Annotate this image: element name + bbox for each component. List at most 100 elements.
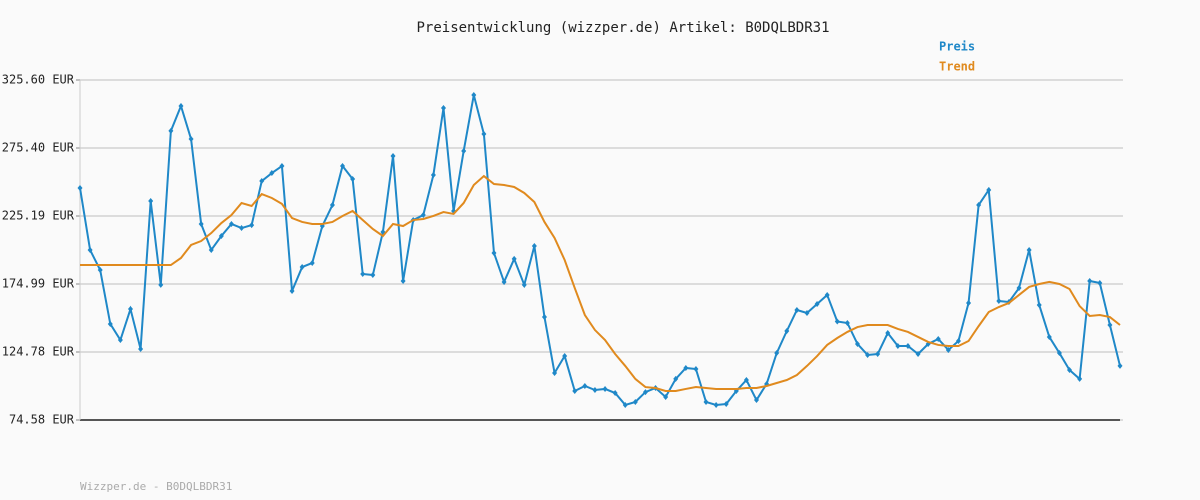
point <box>622 401 628 408</box>
y-tick-label: 325.60 EUR <box>2 73 75 87</box>
point <box>774 350 780 357</box>
point <box>501 278 507 285</box>
point <box>269 170 275 177</box>
point <box>1026 246 1032 253</box>
point <box>541 314 547 321</box>
point <box>562 353 568 360</box>
point <box>188 136 194 143</box>
point <box>1107 322 1113 329</box>
point <box>854 340 860 347</box>
point <box>1117 362 1123 369</box>
point <box>471 92 477 99</box>
point <box>582 382 588 389</box>
point <box>279 163 285 170</box>
point <box>915 351 921 358</box>
point <box>158 281 164 288</box>
point <box>390 152 396 159</box>
point <box>370 272 376 279</box>
point <box>834 318 840 325</box>
point <box>198 220 204 227</box>
point <box>996 298 1002 305</box>
point <box>713 401 719 408</box>
point <box>107 320 113 327</box>
point <box>976 202 982 209</box>
point <box>440 105 446 112</box>
point <box>683 364 689 371</box>
point <box>531 243 537 250</box>
point <box>895 343 901 350</box>
point <box>420 212 426 219</box>
point <box>804 309 810 316</box>
point <box>299 264 305 271</box>
legend-label: Preis <box>939 40 975 54</box>
point <box>632 398 638 405</box>
point <box>885 330 891 337</box>
point <box>77 184 83 191</box>
point <box>309 259 315 266</box>
point <box>1097 280 1103 287</box>
point <box>1036 301 1042 308</box>
y-tick-label: 124.78 EUR <box>2 345 75 359</box>
point <box>935 335 941 342</box>
point <box>117 337 123 344</box>
point <box>814 301 820 308</box>
point <box>289 288 295 295</box>
point <box>168 127 174 134</box>
point <box>1046 333 1052 340</box>
point <box>511 255 517 262</box>
point <box>360 270 366 277</box>
y-tick-label: 225.19 EUR <box>2 209 75 223</box>
point <box>430 171 436 178</box>
point <box>743 377 749 384</box>
point <box>663 393 669 400</box>
point <box>754 397 760 404</box>
point <box>400 278 406 285</box>
point <box>552 369 558 376</box>
point <box>642 389 648 396</box>
point <box>905 343 911 350</box>
point <box>218 233 224 240</box>
point <box>865 351 871 358</box>
series-line <box>79 94 1121 407</box>
point <box>208 246 214 253</box>
point <box>875 351 881 358</box>
point <box>945 346 951 353</box>
point <box>693 366 699 373</box>
point <box>602 385 608 392</box>
y-tick-label: 74.58 EUR <box>9 413 75 427</box>
point <box>228 220 234 227</box>
footer: Wizzper.de - B0DQLBDR31 <box>80 480 232 493</box>
y-tick-label: 174.99 EUR <box>2 276 75 290</box>
point <box>592 387 598 394</box>
point <box>784 327 790 334</box>
point <box>340 163 346 170</box>
point <box>97 267 103 274</box>
chart-title: Preisentwicklung (wizzper.de) Artikel: B… <box>416 20 829 36</box>
point <box>612 390 618 397</box>
point <box>794 306 800 313</box>
point <box>148 197 154 204</box>
point <box>703 398 709 405</box>
legend-label: Trend <box>939 60 975 74</box>
point <box>844 319 850 326</box>
point <box>138 345 144 352</box>
point <box>673 375 679 382</box>
point <box>350 176 356 183</box>
point <box>87 246 93 253</box>
point <box>1077 375 1083 382</box>
point <box>259 178 265 185</box>
point <box>249 222 255 229</box>
point <box>481 131 487 138</box>
y-tick-label: 275.40 EUR <box>2 140 75 154</box>
point <box>966 299 972 306</box>
point <box>824 291 830 298</box>
point <box>1016 285 1022 292</box>
point <box>127 306 133 313</box>
point <box>986 186 992 193</box>
series-line <box>80 174 1121 392</box>
point <box>178 103 184 110</box>
point <box>1056 350 1062 357</box>
point <box>329 202 335 209</box>
point <box>1087 278 1093 285</box>
